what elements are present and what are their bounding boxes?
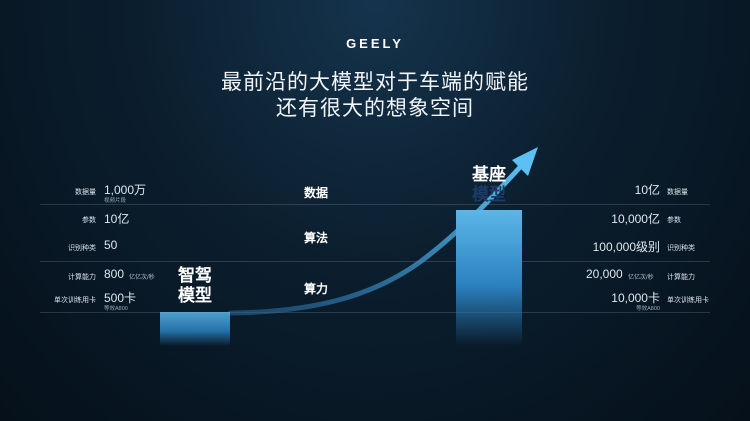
right-unit-compute-power: 亿亿次/秒: [628, 275, 654, 281]
left-label-compute-power: 计算能力: [68, 274, 96, 281]
left-label-training-cards: 单次训练用卡: [54, 297, 96, 304]
right-value-data-volume: 10亿: [634, 183, 660, 197]
row-divider: [40, 312, 710, 313]
right-label-compute-power: 计算能力: [667, 274, 695, 281]
right-value-recognition: 100,000级别: [592, 240, 660, 254]
left-model-label-line2: 模型: [178, 286, 212, 305]
left-label-data-volume: 数据量: [75, 189, 96, 196]
page-title-line1: 最前沿的大模型对于车端的赋能: [221, 71, 529, 94]
right-value-training-cards: 10,000卡: [611, 291, 660, 305]
left-sub-training-cards: 等效A800: [104, 306, 128, 312]
right-value-params: 10,000亿: [611, 212, 660, 226]
left-value-training-cards: 500卡: [104, 291, 137, 305]
row-divider: [40, 204, 710, 205]
right-sub-training-cards: 等效A800: [636, 306, 660, 312]
left-label-recognition: 识别种类: [68, 245, 96, 252]
left-value-data-volume: 1,000万: [104, 183, 147, 197]
category-data: 数据: [303, 186, 328, 200]
category-algorithm: 算法: [303, 231, 328, 245]
right-label-training-cards: 单次训练用卡: [667, 297, 709, 304]
right-label-recognition: 识别种类: [667, 245, 695, 252]
page-title-line2: 还有很大的想象空间: [276, 97, 474, 120]
left-label-params: 参数: [82, 217, 96, 224]
right-model-label-line1: 基座: [472, 165, 506, 184]
left-value-params: 10亿: [104, 212, 130, 226]
left-model-label: 智驾 模型: [160, 266, 230, 306]
row-divider: [40, 261, 710, 262]
left-model-bar: [160, 312, 230, 346]
left-value-compute-power: 800: [104, 267, 125, 281]
left-unit-compute-power: 亿亿次/秒: [129, 275, 155, 281]
geely-logo: GEELY: [346, 36, 404, 51]
right-label-params: 参数: [667, 217, 681, 224]
right-model-bar: [456, 210, 522, 346]
left-sub-data-volume: 视频片段: [104, 198, 127, 204]
right-label-data-volume: 数据量: [667, 189, 688, 196]
category-compute: 算力: [303, 282, 328, 296]
right-model-label: 基座 模型: [456, 165, 522, 205]
right-model-label-line2: 模型: [472, 185, 506, 204]
right-value-compute-power: 20,000: [586, 267, 623, 281]
left-model-label-line1: 智驾: [178, 266, 212, 285]
left-value-recognition: 50: [104, 238, 118, 252]
